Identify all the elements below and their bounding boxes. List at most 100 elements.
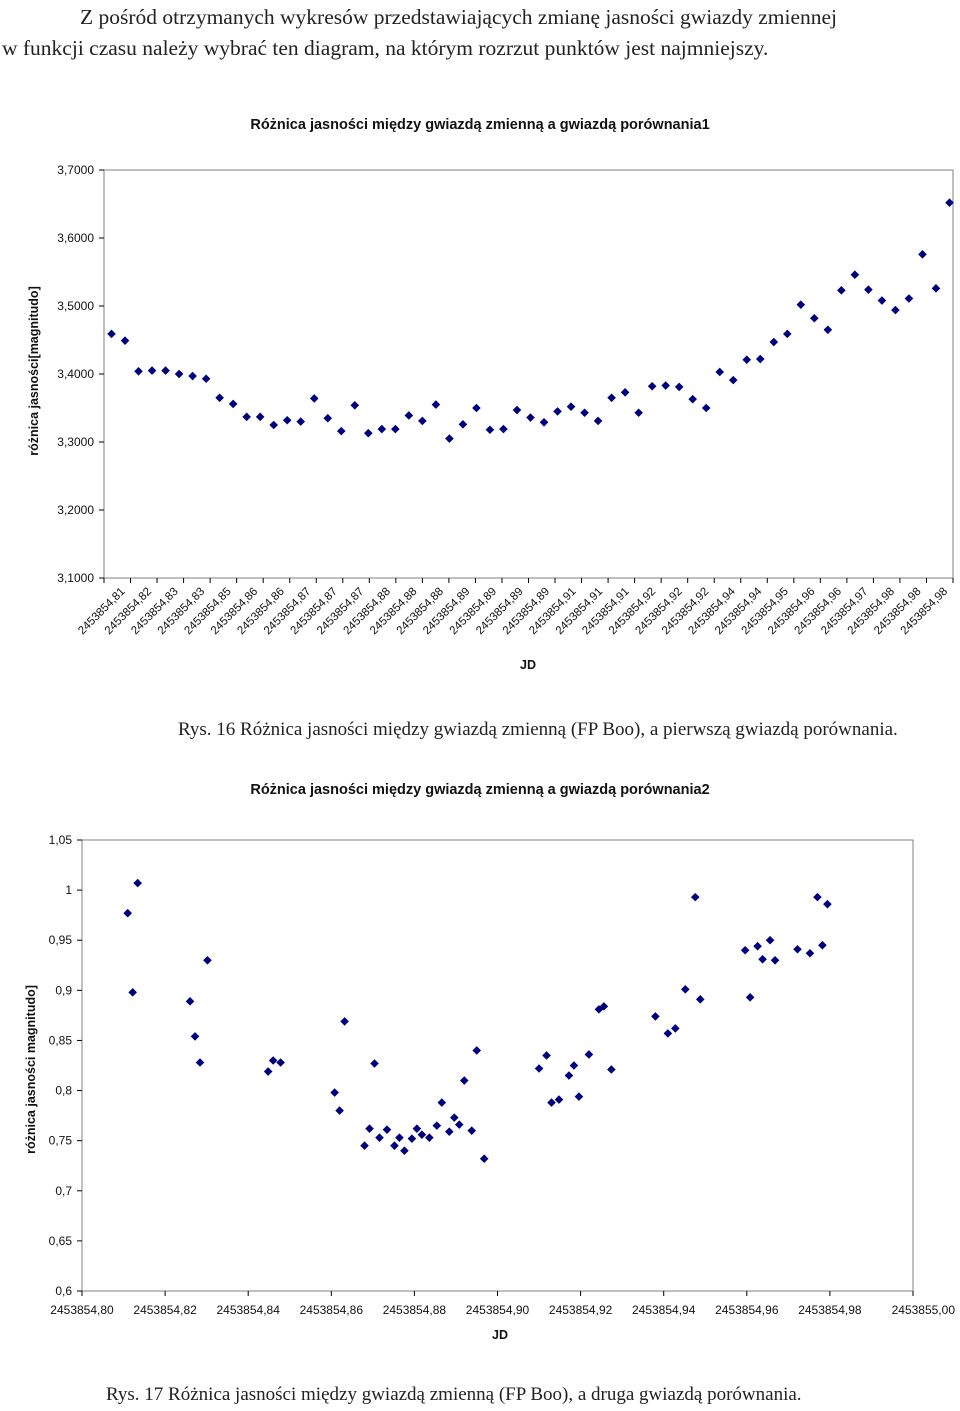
chart2-point — [534, 1064, 544, 1073]
chart2-ytick-label: 0,9 — [55, 983, 72, 997]
chart2-point — [479, 1154, 489, 1164]
chart1-point — [918, 250, 927, 259]
chart2-point — [740, 945, 750, 955]
chart1-point — [931, 284, 941, 293]
chart1-point — [620, 388, 630, 397]
chart2-point — [370, 1059, 379, 1068]
figure16-caption: Rys. 16 Różnica jasności między gwiazdą … — [178, 719, 898, 740]
chart1-title: Różnica jasności między gwiazdą zmienną … — [250, 117, 710, 133]
chart2-point — [569, 1061, 579, 1070]
chart2-xtick-label: 2453854,96 — [715, 1303, 779, 1317]
chart2-point — [467, 1126, 477, 1135]
chart2-point — [365, 1124, 374, 1133]
chart2-point — [185, 997, 195, 1006]
chart2-point — [360, 1141, 369, 1150]
chart1-point — [215, 393, 224, 403]
chart1-point — [282, 415, 292, 425]
chart1-point — [904, 294, 914, 303]
chart1-point — [404, 411, 414, 420]
chart1-point — [391, 424, 400, 434]
chart2-point — [770, 955, 780, 965]
chart2-point — [330, 1088, 339, 1097]
chart2-point — [449, 1113, 459, 1122]
chart2-point — [818, 940, 827, 950]
chart2-point — [432, 1121, 442, 1130]
chart2-point — [547, 1098, 556, 1107]
chart1-point — [526, 413, 535, 422]
chart2-point — [690, 892, 700, 902]
chart2-point — [651, 1012, 660, 1021]
chart2-ytick-label: 0,8 — [55, 1084, 72, 1098]
chart2-point — [437, 1098, 447, 1107]
chart2-point — [584, 1050, 594, 1059]
chart2-plot-area — [81, 839, 914, 1292]
chart1-ytick-label: 3,3000 — [57, 435, 94, 449]
chart2-xtick-label: 2453854,80 — [50, 1303, 114, 1317]
chart2-point — [607, 1065, 616, 1074]
chart1-point — [472, 403, 481, 413]
chart1-point — [783, 329, 792, 339]
chart2-point — [542, 1051, 551, 1060]
chart1-point — [107, 329, 116, 339]
chart2-point — [425, 1133, 434, 1142]
chart1-point — [418, 416, 427, 426]
chart1-point — [755, 354, 765, 364]
chart2-point — [793, 944, 802, 954]
chart2-point — [671, 1024, 680, 1033]
chart2-point — [813, 892, 822, 902]
chart2-point — [390, 1141, 399, 1150]
chart1-ytick-label: 3,6000 — [57, 231, 94, 245]
chart1-point — [147, 366, 157, 375]
chart1-point — [431, 400, 441, 409]
chart2-point — [263, 1067, 273, 1076]
chart2-point — [128, 988, 137, 997]
chart1-xlabel: JD — [520, 658, 536, 672]
chart1-point — [201, 374, 211, 384]
chart2-point — [554, 1095, 564, 1104]
chart2-point — [417, 1130, 427, 1139]
chart2-point — [681, 985, 690, 994]
chart1-point — [269, 420, 278, 430]
intro-line-1: Z pośród otrzymanych wykresów przedstawi… — [80, 5, 838, 29]
chart1-point — [188, 371, 197, 381]
chart1-point — [309, 394, 319, 403]
chart2-ytick-label: 1 — [65, 883, 72, 897]
chart2-point — [574, 1092, 584, 1101]
chart1-plot: 3,7000 3,6000 3,5000 3,4000 3,3000 3,2000 3,10… — [27, 163, 954, 672]
figure17-caption: Rys. 17 Różnica jasności między gwiazdą … — [106, 1384, 802, 1405]
chart1-point — [715, 367, 725, 377]
chart1-ytick-label: 3,2000 — [57, 503, 94, 517]
chart1-point — [945, 198, 954, 207]
chart2-point — [454, 1120, 464, 1129]
chart1-point — [458, 420, 468, 429]
chart1-point — [634, 408, 643, 418]
chart1-point — [323, 413, 333, 423]
chart2-ylabel: różnica jasności magnitudo] — [24, 985, 38, 1154]
chart2-xtick-label: 2453854,84 — [216, 1303, 280, 1317]
chart1-point — [607, 393, 616, 403]
chart2-point — [823, 899, 832, 909]
chart2-xtick-label: 2453854,98 — [798, 1303, 862, 1317]
chart2-xtick-label: 2453854,86 — [300, 1303, 364, 1317]
chart2-point — [765, 935, 775, 945]
chart1-point — [823, 325, 833, 335]
chart2-point — [133, 878, 142, 888]
chart2-point — [745, 993, 755, 1002]
chart1-point — [539, 417, 549, 427]
chart2-point — [805, 948, 815, 958]
chart1-point — [661, 381, 670, 390]
chart1-point — [728, 375, 738, 385]
chart2-xtick-label: 2453854,82 — [133, 1303, 197, 1317]
chart2-point — [472, 1046, 482, 1055]
chart1-point — [512, 405, 522, 415]
chart1-ytick-label: 3,5000 — [57, 299, 94, 313]
chart1-point — [553, 407, 562, 416]
chart2-point — [190, 1032, 200, 1041]
chart2-point — [412, 1124, 422, 1133]
chart1-point — [161, 366, 170, 375]
chart2-xtick-label: 2453854,92 — [549, 1303, 613, 1317]
chart2-ytick-label: 1,05 — [49, 833, 73, 847]
chart1-ylabel: różnica jasności[magnitudo] — [27, 286, 41, 455]
chart1-point — [837, 286, 846, 295]
chart2-title: Różnica jasności między gwiazdą zmienną … — [250, 782, 710, 798]
